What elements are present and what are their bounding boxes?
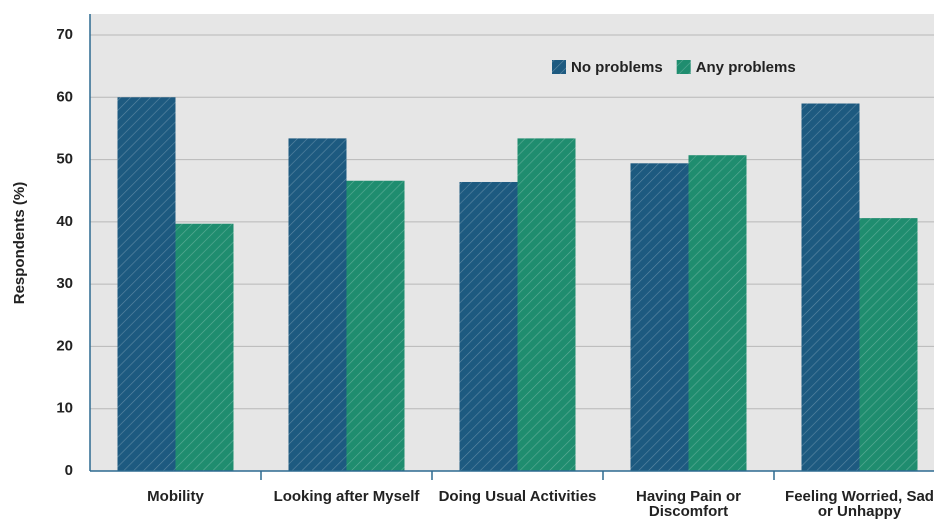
x-tick-label: Having Pain or Discomfort: [635, 488, 742, 520]
y-tick-label: 70: [56, 26, 73, 43]
bar-hatch: [859, 218, 918, 471]
y-tick-label: 60: [56, 88, 73, 105]
y-tick-label: 40: [56, 213, 73, 230]
y-axis-label: Respondents (%): [11, 182, 28, 305]
bars: [117, 97, 918, 472]
y-tick-label: 20: [56, 337, 73, 354]
bar-hatch: [288, 138, 347, 471]
x-tick-label: Looking after Myself: [273, 488, 420, 505]
y-tick-label: 30: [56, 275, 73, 292]
bar-hatch: [517, 138, 576, 471]
y-tick-label: 50: [56, 151, 73, 168]
bar-hatch: [459, 181, 518, 471]
bar-hatch: [688, 155, 747, 471]
bar-hatch: [346, 180, 405, 471]
legend-label: No problems: [571, 59, 663, 76]
bar-hatch: [630, 163, 689, 471]
bar-hatch: [175, 223, 234, 471]
x-tick-label: Feeling Worried, Sad or Unhappy: [785, 488, 934, 520]
x-tick-label: Doing Usual Activities: [438, 488, 597, 505]
bar-hatch: [801, 103, 860, 471]
legend-swatch-hatch: [676, 60, 691, 74]
y-tick-label: 10: [56, 400, 73, 417]
y-tick-label: 0: [65, 462, 73, 479]
legend: No problems Any problems: [552, 59, 796, 76]
legend-swatch-hatch: [552, 60, 566, 74]
x-tick-label: Mobility: [147, 488, 204, 505]
legend-label: Any problems: [696, 59, 796, 76]
bar-hatch: [117, 97, 176, 472]
